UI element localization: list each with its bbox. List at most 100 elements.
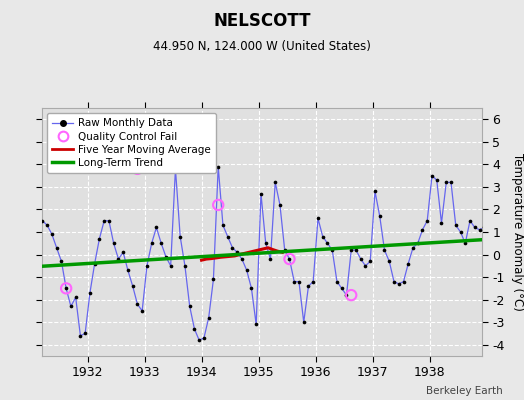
Point [261, 240, 270, 246]
Point [204, 314, 213, 321]
Legend: Raw Monthly Data, Quality Control Fail, Five Year Moving Average, Long-Term Tren: Raw Monthly Data, Quality Control Fail, … [47, 113, 216, 173]
Point [124, 267, 132, 274]
Point [138, 308, 146, 314]
Point [319, 233, 327, 240]
Point [447, 179, 455, 186]
Point [285, 256, 293, 262]
Point [380, 247, 389, 253]
Point [409, 244, 417, 251]
Point [86, 290, 94, 296]
Point [295, 278, 303, 285]
Point [252, 321, 260, 328]
Text: Berkeley Earth: Berkeley Earth [427, 386, 503, 396]
Point [385, 258, 394, 264]
Point [143, 263, 151, 269]
Point [195, 337, 203, 344]
Point [200, 335, 208, 341]
Point [219, 222, 227, 228]
Point [176, 233, 184, 240]
Point [428, 172, 436, 179]
Point [247, 285, 256, 292]
Point [105, 218, 113, 224]
Point [57, 258, 66, 264]
Point [438, 220, 446, 226]
Point [67, 303, 75, 310]
Point [347, 292, 355, 298]
Point [461, 240, 470, 246]
Point [76, 332, 84, 339]
Point [309, 278, 318, 285]
Point [133, 166, 141, 172]
Point [257, 190, 265, 197]
Point [466, 218, 474, 224]
Point [266, 256, 275, 262]
Point [171, 166, 180, 172]
Point [390, 278, 398, 285]
Point [100, 218, 108, 224]
Point [300, 319, 308, 325]
Point [95, 236, 104, 242]
Point [81, 330, 89, 337]
Point [152, 224, 160, 231]
Point [480, 224, 488, 231]
Point [128, 283, 137, 289]
Point [110, 240, 118, 246]
Point [276, 202, 284, 208]
Point [356, 256, 365, 262]
Point [91, 260, 99, 267]
Point [52, 244, 61, 251]
Point [418, 226, 427, 233]
Point [376, 213, 384, 220]
Point [475, 226, 484, 233]
Point [337, 285, 346, 292]
Point [157, 240, 166, 246]
Point [185, 303, 194, 310]
Point [133, 301, 141, 307]
Point [328, 247, 336, 253]
Point [442, 179, 451, 186]
Point [347, 247, 355, 253]
Point [162, 254, 170, 260]
Point [280, 247, 289, 253]
Point [119, 249, 127, 256]
Point [413, 240, 422, 246]
Point [285, 256, 293, 262]
Point [304, 283, 313, 289]
Point [62, 285, 70, 292]
Point [456, 229, 465, 235]
Text: NELSCOTT: NELSCOTT [213, 12, 311, 30]
Text: 44.950 N, 124.000 W (United States): 44.950 N, 124.000 W (United States) [153, 40, 371, 53]
Point [352, 247, 360, 253]
Point [452, 222, 460, 228]
Point [361, 263, 369, 269]
Point [423, 218, 431, 224]
Point [38, 218, 47, 224]
Point [228, 244, 237, 251]
Point [271, 179, 279, 186]
Point [366, 258, 375, 264]
Point [238, 256, 246, 262]
Point [395, 281, 403, 287]
Point [34, 222, 42, 228]
Point [114, 256, 123, 262]
Point [48, 231, 56, 238]
Point [471, 224, 479, 231]
Point [62, 285, 70, 292]
Point [190, 326, 199, 332]
Point [233, 249, 242, 256]
Y-axis label: Temperature Anomaly (°C): Temperature Anomaly (°C) [511, 153, 524, 311]
Point [214, 164, 222, 170]
Point [29, 242, 37, 249]
Point [243, 267, 251, 274]
Point [147, 240, 156, 246]
Point [314, 215, 322, 222]
Point [209, 276, 217, 282]
Point [323, 240, 332, 246]
Point [43, 222, 51, 228]
Point [399, 278, 408, 285]
Point [290, 278, 298, 285]
Point [432, 177, 441, 183]
Point [371, 188, 379, 195]
Point [181, 263, 189, 269]
Point [167, 263, 175, 269]
